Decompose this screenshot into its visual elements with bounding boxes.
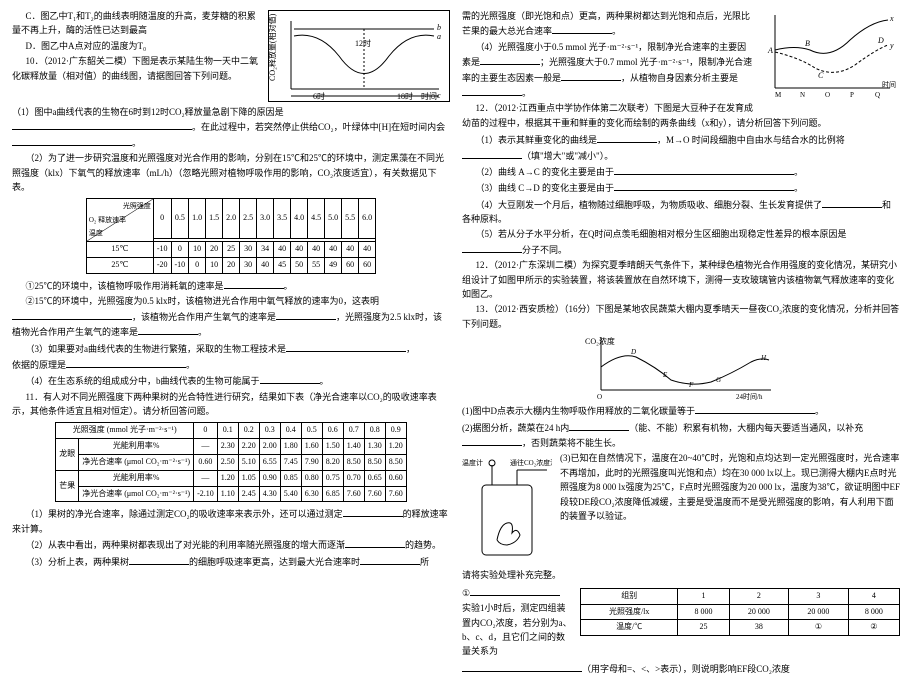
svg-text:y: y bbox=[889, 41, 894, 50]
svg-text:12时: 12时 bbox=[355, 38, 371, 48]
graph-seed-weight: A B C D x y M N O P Q 时间 bbox=[760, 10, 900, 100]
q12-4: （4）大豆刚发一个月后，植物随过细胞呼吸，为物质吸收、细胞分裂、生长发育提供了和… bbox=[462, 197, 900, 227]
question-11: 11．有人对不同光照强度下两种果树的光合特性进行研究，结果如下表（净光合速率以C… bbox=[12, 390, 450, 419]
svg-text:18时: 18时 bbox=[397, 91, 413, 101]
q14-2: (2)据图分析，蔬菜在24 h内（能、不能）积累有机物，大棚内每天要适当通风，以… bbox=[462, 420, 900, 451]
svg-text:O: O bbox=[597, 393, 602, 401]
svg-text:H: H bbox=[760, 354, 767, 362]
question-12b: 12．（2012·广东深圳二模）为探究夏季晴朗天气条件下，某种绿色植物光合作用强… bbox=[462, 258, 900, 301]
svg-text:D: D bbox=[877, 36, 884, 45]
svg-text:a: a bbox=[437, 32, 441, 41]
table-o2-release: 光照强度 O₂ 释放速率 温度 00.51.01.52.02.53.03.54.… bbox=[86, 198, 376, 274]
svg-text:时间: 时间 bbox=[421, 91, 437, 101]
svg-text:G: G bbox=[716, 376, 721, 384]
svg-text:O: O bbox=[825, 91, 830, 99]
right-column: A B C D x y M N O P Q 时间 需的光照强度（即光饱和点）更高… bbox=[462, 8, 900, 677]
q10-4: （4）在生态系统的组成成分中，b曲线代表的生物可能属于。 bbox=[12, 373, 450, 388]
svg-text:24时间/h: 24时间/h bbox=[736, 392, 763, 401]
q10-2a: ①25℃的环境中，该植物呼吸作用消耗氧的速率是。 bbox=[12, 278, 450, 293]
svg-text:b: b bbox=[437, 23, 441, 32]
svg-text:温度计: 温度计 bbox=[462, 458, 483, 467]
q10-2b: ②15℃的环境中，光照强度为0.5 klx时，该植物进光合作用中氧气释放的速率为… bbox=[12, 294, 450, 339]
q10-sub1: （1）图中a曲线代表的生物在6时到12时CO₂释放量急剧下降的原因是。在此过程中… bbox=[12, 105, 450, 150]
svg-text:x: x bbox=[889, 14, 894, 23]
q10-3b: 依据的原理是。 bbox=[12, 357, 450, 372]
graph-co2-day: CO₂浓度 O D E F G H 24时间/h bbox=[581, 332, 781, 402]
svg-text:C: C bbox=[818, 71, 824, 80]
svg-text:CO₂释放量(相对值): CO₂释放量(相对值) bbox=[269, 13, 277, 81]
q14-exp3a: 实验1小时后，测定四组装置内CO₂浓度，若分别为a、b、c、d，且它们之间的数量… bbox=[462, 601, 572, 659]
svg-text:E: E bbox=[662, 371, 668, 379]
flask-diagram: 温度计 通往CO₂浓度测定仪 bbox=[462, 455, 552, 565]
q14-1: (1)图中D点表示大棚内生物呼吸作用释放的二氧化碳量等于。 bbox=[462, 403, 900, 418]
svg-text:F: F bbox=[688, 381, 694, 389]
svg-text:N: N bbox=[800, 91, 805, 99]
graph-co2-curve: CO₂释放量(相对值) 6时 12时 18时 时间 a b c bbox=[268, 10, 450, 102]
q10-3: （3）如果要对a曲线代表的生物进行繁殖，采取的生物工程技术是， bbox=[12, 341, 450, 356]
table-experiment: 组别1234 光照强度/lx8 00020 00020 0008 000 温度/… bbox=[580, 588, 900, 636]
q12-5: （5）若从分子水平分析，在Q时间点羡毛细胞相对根分生区细胞出现稳定性差异的根本原… bbox=[462, 227, 900, 257]
q10-sub2: （2）为了进一步研究温度和光照强度对光合作用的影响，分别在15℃和25℃的环境中… bbox=[12, 151, 450, 194]
q12-2: （2）曲线 A→C 的变化主要是由于。 bbox=[462, 164, 900, 179]
svg-text:Q: Q bbox=[875, 91, 880, 99]
left-column: CO₂释放量(相对值) 6时 12时 18时 时间 a b c C．图乙中T₁和… bbox=[12, 8, 450, 677]
svg-text:6时: 6时 bbox=[313, 91, 325, 101]
svg-text:c: c bbox=[437, 91, 441, 100]
q12-1: （1）表示其鲜重变化的曲线是，M→O 时间段细胞中自由水与结合水的比例将（填"增… bbox=[462, 132, 900, 163]
svg-text:D: D bbox=[630, 348, 636, 356]
svg-text:M: M bbox=[775, 91, 782, 99]
q11-2: （2）从表中看出，两种果树都表现出了对光能的利用率随光照强度的增大而逐渐的趋势。 bbox=[12, 537, 450, 552]
q11-3: （3）分析上表，两种果树的细胞呼吸速率更高，达到最大光合速率时所 bbox=[12, 554, 450, 569]
table-fruit-light: 光照强度 (mmol 光子·m⁻²·s⁻¹) 00.10.20.30.40.50… bbox=[55, 422, 407, 502]
svg-text:CO₂浓度: CO₂浓度 bbox=[585, 336, 615, 346]
svg-text:通往CO₂浓度测定仪: 通往CO₂浓度测定仪 bbox=[510, 458, 552, 467]
q14-exp2: ① bbox=[462, 585, 572, 600]
svg-text:A: A bbox=[767, 46, 773, 55]
question-13: 13．（2012·西安质检）（16分）下图是某地农民蔬菜大棚内夏季晴天一昼夜CO… bbox=[462, 302, 900, 331]
svg-text:B: B bbox=[805, 39, 810, 48]
q11-1: （1）果树的净光合速率，除通过测定CO₂的吸收速率来表示外，还可以通过测定的释放… bbox=[12, 506, 450, 536]
q14-exp: 请将实验处理补充完整。 bbox=[462, 568, 900, 582]
q14-exp4: （用字母和=、<、>表示），则说明影响EF段CO₂浓度 bbox=[462, 661, 900, 676]
svg-text:时间: 时间 bbox=[882, 80, 896, 89]
svg-text:P: P bbox=[850, 91, 854, 99]
question-12: 12．（2012·江西重点中学协作体第二次联考）下图是大豆种子在发育成幼苗的过程… bbox=[462, 101, 900, 130]
q12-3: （3）曲线 C→D 的变化主要是由于。 bbox=[462, 180, 900, 195]
